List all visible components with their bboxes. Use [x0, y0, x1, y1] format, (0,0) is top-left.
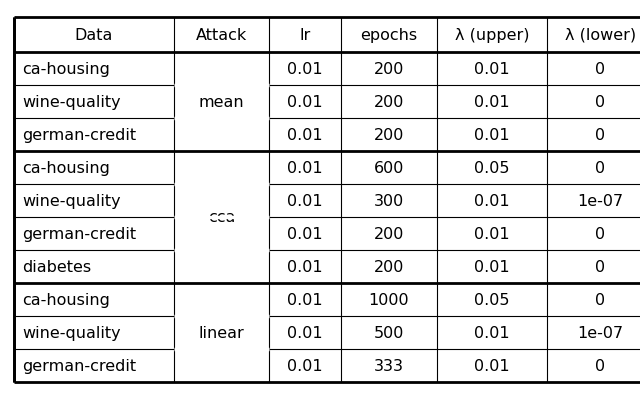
Text: 0: 0 [595, 128, 605, 143]
Text: Attack: Attack [196, 28, 247, 43]
Text: diabetes: diabetes [22, 259, 91, 274]
Text: 0: 0 [595, 259, 605, 274]
Text: 200: 200 [374, 227, 404, 241]
Text: lr: lr [300, 28, 310, 43]
Text: 0.01: 0.01 [474, 128, 510, 143]
Text: 0: 0 [595, 160, 605, 176]
Text: 500: 500 [374, 325, 404, 340]
Text: wine-quality: wine-quality [22, 325, 120, 340]
Text: 0.01: 0.01 [287, 292, 323, 307]
Text: Data: Data [75, 28, 113, 43]
Text: 0: 0 [595, 358, 605, 373]
Text: 0.01: 0.01 [474, 95, 510, 110]
Text: 0.01: 0.01 [474, 62, 510, 77]
Text: 0: 0 [595, 292, 605, 307]
Text: λ (lower): λ (lower) [565, 28, 636, 43]
Text: 0.01: 0.01 [287, 325, 323, 340]
Text: 0.01: 0.01 [287, 128, 323, 143]
Text: wine-quality: wine-quality [22, 95, 120, 110]
Text: 0.01: 0.01 [287, 194, 323, 209]
Text: german-credit: german-credit [22, 128, 136, 143]
Text: 1e-07: 1e-07 [577, 325, 623, 340]
Text: 1000: 1000 [369, 292, 410, 307]
Text: ca-housing: ca-housing [22, 292, 110, 307]
Text: 600: 600 [374, 160, 404, 176]
Text: 0.01: 0.01 [287, 62, 323, 77]
Text: wine-quality: wine-quality [22, 194, 120, 209]
Text: german-credit: german-credit [22, 227, 136, 241]
Text: 0: 0 [595, 95, 605, 110]
Text: 0.01: 0.01 [287, 358, 323, 373]
Text: 0.01: 0.01 [474, 358, 510, 373]
Text: epochs: epochs [360, 28, 417, 43]
Text: 0.01: 0.01 [287, 160, 323, 176]
Text: german-credit: german-credit [22, 358, 136, 373]
Text: 0.01: 0.01 [474, 325, 510, 340]
Text: 333: 333 [374, 358, 404, 373]
Text: 0.01: 0.01 [287, 227, 323, 241]
Text: 0.01: 0.01 [474, 259, 510, 274]
Text: cca: cca [208, 210, 235, 225]
Text: mean: mean [198, 95, 244, 110]
Text: 0: 0 [595, 227, 605, 241]
Text: 200: 200 [374, 95, 404, 110]
Text: 1e-07: 1e-07 [577, 194, 623, 209]
Text: 200: 200 [374, 62, 404, 77]
Text: 0: 0 [595, 62, 605, 77]
Text: linear: linear [198, 325, 244, 340]
Text: 200: 200 [374, 259, 404, 274]
Text: 300: 300 [374, 194, 404, 209]
Text: ca-housing: ca-housing [22, 160, 110, 176]
Text: 0.01: 0.01 [287, 259, 323, 274]
Text: 0.05: 0.05 [474, 292, 509, 307]
Text: ca-housing: ca-housing [22, 62, 110, 77]
Text: 0.01: 0.01 [474, 227, 510, 241]
Text: 0.05: 0.05 [474, 160, 509, 176]
Text: 200: 200 [374, 128, 404, 143]
Text: 0.01: 0.01 [287, 95, 323, 110]
Text: λ (upper): λ (upper) [455, 28, 529, 43]
Text: 0.01: 0.01 [474, 194, 510, 209]
